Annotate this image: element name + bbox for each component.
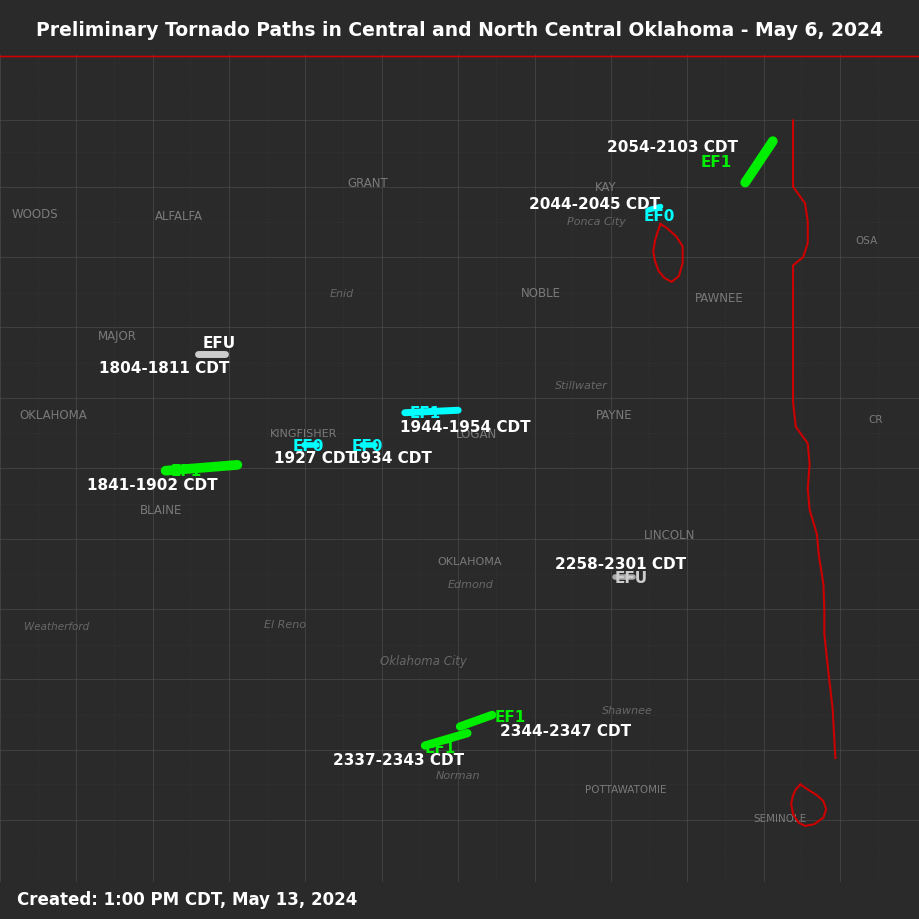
Text: EF0: EF0 — [292, 438, 323, 453]
Text: Created: 1:00 PM CDT, May 13, 2024: Created: 1:00 PM CDT, May 13, 2024 — [17, 890, 357, 908]
Text: 1927 CDT: 1927 CDT — [274, 450, 356, 465]
Text: EFU: EFU — [614, 571, 647, 585]
Text: Norman: Norman — [436, 770, 480, 779]
Text: Shawnee: Shawnee — [601, 705, 652, 715]
Text: EF1: EF1 — [170, 464, 201, 479]
Text: CR: CR — [868, 414, 882, 424]
Text: OKLAHOMA: OKLAHOMA — [437, 556, 501, 566]
Text: ALFALFA: ALFALFA — [155, 210, 203, 223]
Text: 2054-2103 CDT: 2054-2103 CDT — [607, 141, 737, 155]
Text: POTTAWATOMIE: POTTAWATOMIE — [584, 785, 665, 795]
Text: MAJOR: MAJOR — [98, 330, 137, 343]
Text: 1934 CDT: 1934 CDT — [349, 450, 431, 465]
Text: PAYNE: PAYNE — [596, 408, 632, 422]
Text: KAY: KAY — [594, 181, 616, 194]
Text: Enid: Enid — [330, 289, 354, 299]
Text: Stillwater: Stillwater — [554, 381, 607, 391]
Text: EFU: EFU — [202, 335, 235, 350]
Text: EF0: EF0 — [351, 438, 382, 453]
Text: PAWNEE: PAWNEE — [695, 292, 743, 305]
Text: EF1: EF1 — [409, 406, 440, 421]
Text: 1841-1902 CDT: 1841-1902 CDT — [87, 478, 218, 493]
Text: 2344-2347 CDT: 2344-2347 CDT — [499, 723, 630, 738]
Text: 1804-1811 CDT: 1804-1811 CDT — [99, 360, 230, 375]
Text: Ponca City: Ponca City — [566, 217, 625, 227]
Text: OKLAHOMA: OKLAHOMA — [19, 408, 87, 422]
Text: EF1: EF1 — [425, 740, 456, 754]
Text: LOGAN: LOGAN — [456, 427, 496, 440]
Text: WOODS: WOODS — [12, 208, 58, 221]
Text: 2337-2343 CDT: 2337-2343 CDT — [333, 753, 464, 767]
Text: KINGFISHER: KINGFISHER — [269, 429, 337, 439]
Text: NOBLE: NOBLE — [520, 287, 561, 300]
Text: EF1: EF1 — [700, 155, 732, 170]
Text: EF0: EF0 — [643, 209, 675, 224]
Text: BLAINE: BLAINE — [140, 504, 182, 516]
Text: 2258-2301 CDT: 2258-2301 CDT — [554, 556, 686, 572]
Text: LINCOLN: LINCOLN — [643, 528, 695, 541]
Text: 1944-1954 CDT: 1944-1954 CDT — [400, 420, 530, 435]
Text: SEMINOLE: SEMINOLE — [753, 812, 806, 823]
Text: EF1: EF1 — [494, 709, 526, 724]
Text: Weatherford: Weatherford — [25, 621, 89, 630]
Text: Preliminary Tornado Paths in Central and North Central Oklahoma - May 6, 2024: Preliminary Tornado Paths in Central and… — [37, 21, 882, 40]
Text: GRANT: GRANT — [347, 176, 388, 190]
Text: Edmond: Edmond — [448, 580, 494, 589]
Text: Oklahoma City: Oklahoma City — [380, 654, 466, 667]
Text: OSA: OSA — [855, 236, 877, 246]
Text: 2044-2045 CDT: 2044-2045 CDT — [528, 197, 660, 211]
Text: El Reno: El Reno — [264, 619, 306, 630]
